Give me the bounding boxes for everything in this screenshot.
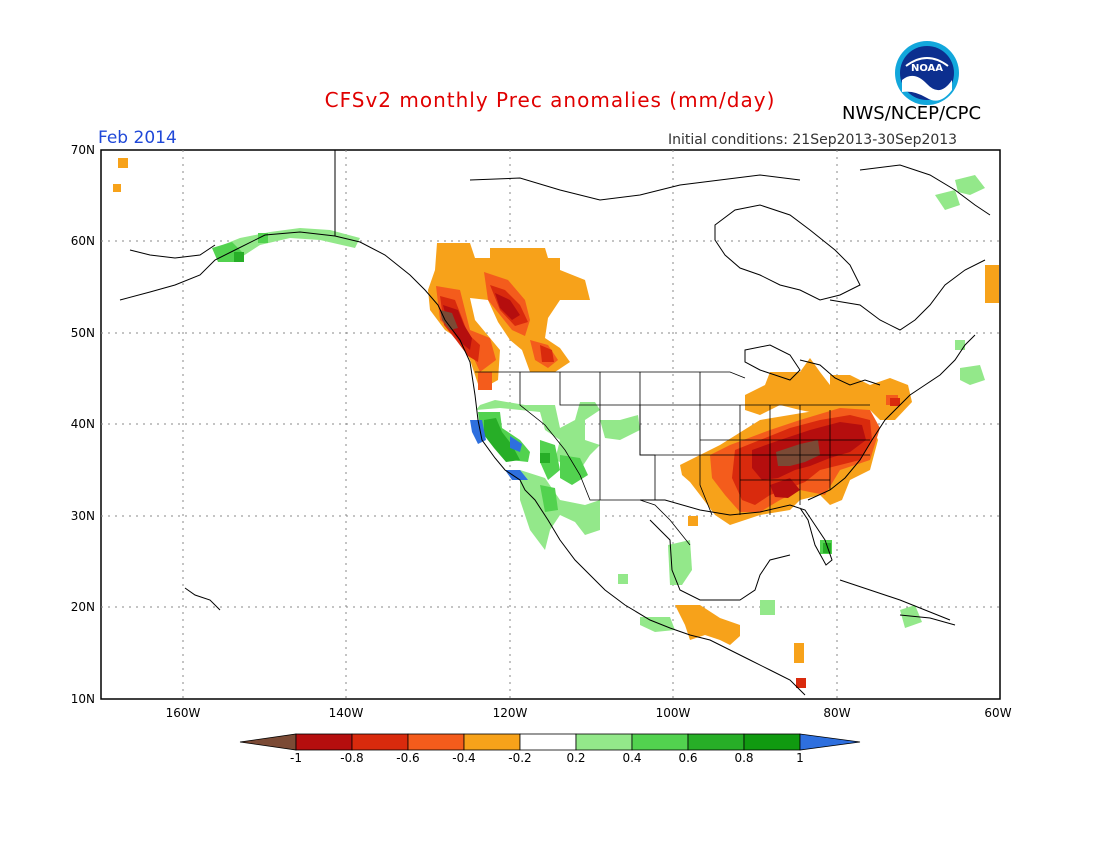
- lon-label: 80W: [823, 706, 851, 720]
- agency-label: NWS/NCEP/CPC: [842, 103, 982, 124]
- colorbar-label: -0.6: [396, 751, 420, 765]
- colorbar-label: 0.2: [566, 751, 586, 765]
- colorbar-label: -0.8: [340, 751, 364, 765]
- chart-title: CFSv2 monthly Prec anomalies (mm/day): [324, 88, 776, 112]
- anomaly-shading: [113, 158, 999, 688]
- coastlines: [119, 150, 991, 696]
- colorbar-label: 0.8: [734, 751, 754, 765]
- lat-label: 40N: [70, 417, 95, 431]
- colorbar: [239, 733, 861, 751]
- colorbar-label: 0.4: [622, 751, 642, 765]
- forecast-month: Feb 2014: [98, 128, 177, 148]
- lat-label: 20N: [70, 600, 95, 614]
- colorbar-label: 0.6: [678, 751, 698, 765]
- lon-label: 140W: [328, 706, 364, 720]
- colorbar-label: -0.4: [452, 751, 476, 765]
- lon-label: 120W: [492, 706, 528, 720]
- lat-label: 50N: [70, 326, 95, 340]
- lon-label: 100W: [655, 706, 691, 720]
- colorbar-label: -0.2: [508, 751, 532, 765]
- lon-label: 60W: [984, 706, 1012, 720]
- initial-conditions: Initial conditions: 21Sep2013-30Sep2013: [668, 132, 958, 148]
- noaa-logo: NOAA: [895, 41, 959, 105]
- lat-label: 30N: [70, 509, 95, 523]
- lat-label: 70N: [70, 143, 95, 157]
- colorbar-label: 1: [796, 751, 804, 765]
- noaa-logo-text: NOAA: [911, 63, 943, 74]
- lat-label: 10N: [70, 692, 95, 706]
- lon-label: 160W: [165, 706, 201, 720]
- colorbar-label: -1: [290, 751, 302, 765]
- lat-label: 60N: [70, 234, 95, 248]
- political-borders: [475, 371, 870, 546]
